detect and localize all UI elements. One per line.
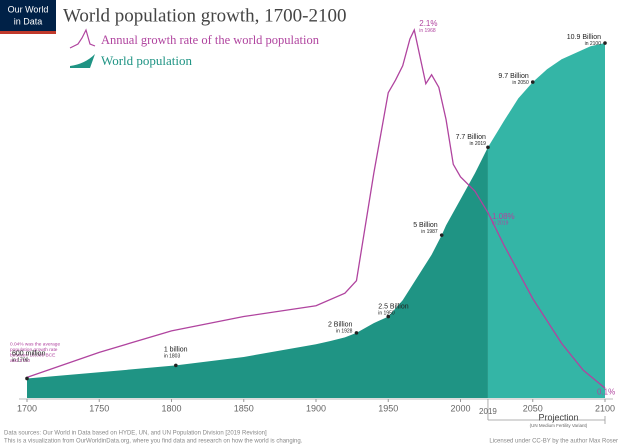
value-label-note: in 1950 [378, 310, 395, 316]
legend-label: World population [101, 53, 193, 68]
point [530, 80, 535, 84]
growth-line [26, 28, 606, 389]
logo-text: Our World [8, 4, 49, 14]
value-label: 10.9 Billion [567, 34, 601, 41]
value-label-note: in 1700 [12, 357, 29, 363]
x-tick-label: 2000 [450, 403, 470, 413]
projection-label: Projection [538, 412, 578, 422]
point [603, 41, 607, 45]
x-tick-label: 2050 [523, 403, 543, 413]
value-label: 0.1% [597, 387, 615, 396]
value-label-note: in 1803 [164, 353, 181, 359]
value-label-note: in 2100 [585, 41, 602, 47]
value-label-note: in 1928 [336, 329, 353, 335]
value-label: 9.7 Billion [498, 73, 528, 80]
value-label: 600 million [12, 350, 46, 357]
projection-start-label: 2019 [479, 407, 497, 416]
value-label-note: in 1968 [419, 28, 436, 34]
value-label-note: in 2050 [512, 80, 529, 86]
value-label-note: in 2019 [470, 141, 487, 147]
note-text: 0.04% was the average [10, 341, 60, 347]
value-label: 1 billion [164, 346, 188, 353]
point [354, 331, 359, 335]
value-label: 5 Billion [413, 222, 438, 229]
x-tick-label: 1950 [378, 403, 398, 413]
logo-box [0, 0, 56, 34]
x-tick-label: 1750 [89, 403, 109, 413]
point [174, 363, 178, 368]
x-tick-label: 1850 [234, 403, 254, 413]
point [386, 314, 391, 319]
legend-line-icon [69, 28, 96, 49]
footer-sources: Data sources: Our World in Data based on… [4, 431, 267, 437]
value-label: 2 Billion [328, 322, 353, 329]
note-text: population growth rate [10, 347, 58, 353]
area-historic [27, 147, 488, 398]
value-label-note: in 2019 [492, 220, 509, 226]
point [25, 376, 29, 381]
value-label: 2.5 Billion [378, 303, 408, 310]
value-label-note: in 1987 [421, 229, 438, 235]
x-tick-label: 1700 [17, 403, 37, 413]
point [439, 233, 444, 237]
legend-area-icon [70, 54, 95, 68]
x-tick-label: 1900 [306, 403, 326, 413]
note-text: and 1700 [10, 358, 30, 364]
footer-license: Licensed under CC-BY by the author Max R… [489, 439, 618, 445]
value-label: 7.7 Billion [456, 134, 486, 141]
logo-bar [0, 31, 56, 34]
x-tick-label: 2100 [595, 403, 615, 413]
x-tick-label: 1800 [161, 403, 181, 413]
projection-note: (UN Medium Fertility Variant) [530, 423, 588, 428]
note-text: between 10,000 BCE [10, 352, 55, 358]
legend-label: Annual growth rate of the world populati… [101, 33, 320, 47]
chart-title: World population growth, 1700-2100 [63, 5, 346, 26]
projection-bracket [487, 416, 606, 424]
point [486, 145, 490, 150]
value-label: 1.08% [492, 212, 515, 221]
value-label: 2.1% [419, 19, 437, 28]
area-projection [487, 43, 605, 398]
logo-text: in Data [14, 16, 43, 26]
footer-visualization: This is a visualization from OurWorldinD… [4, 439, 303, 445]
